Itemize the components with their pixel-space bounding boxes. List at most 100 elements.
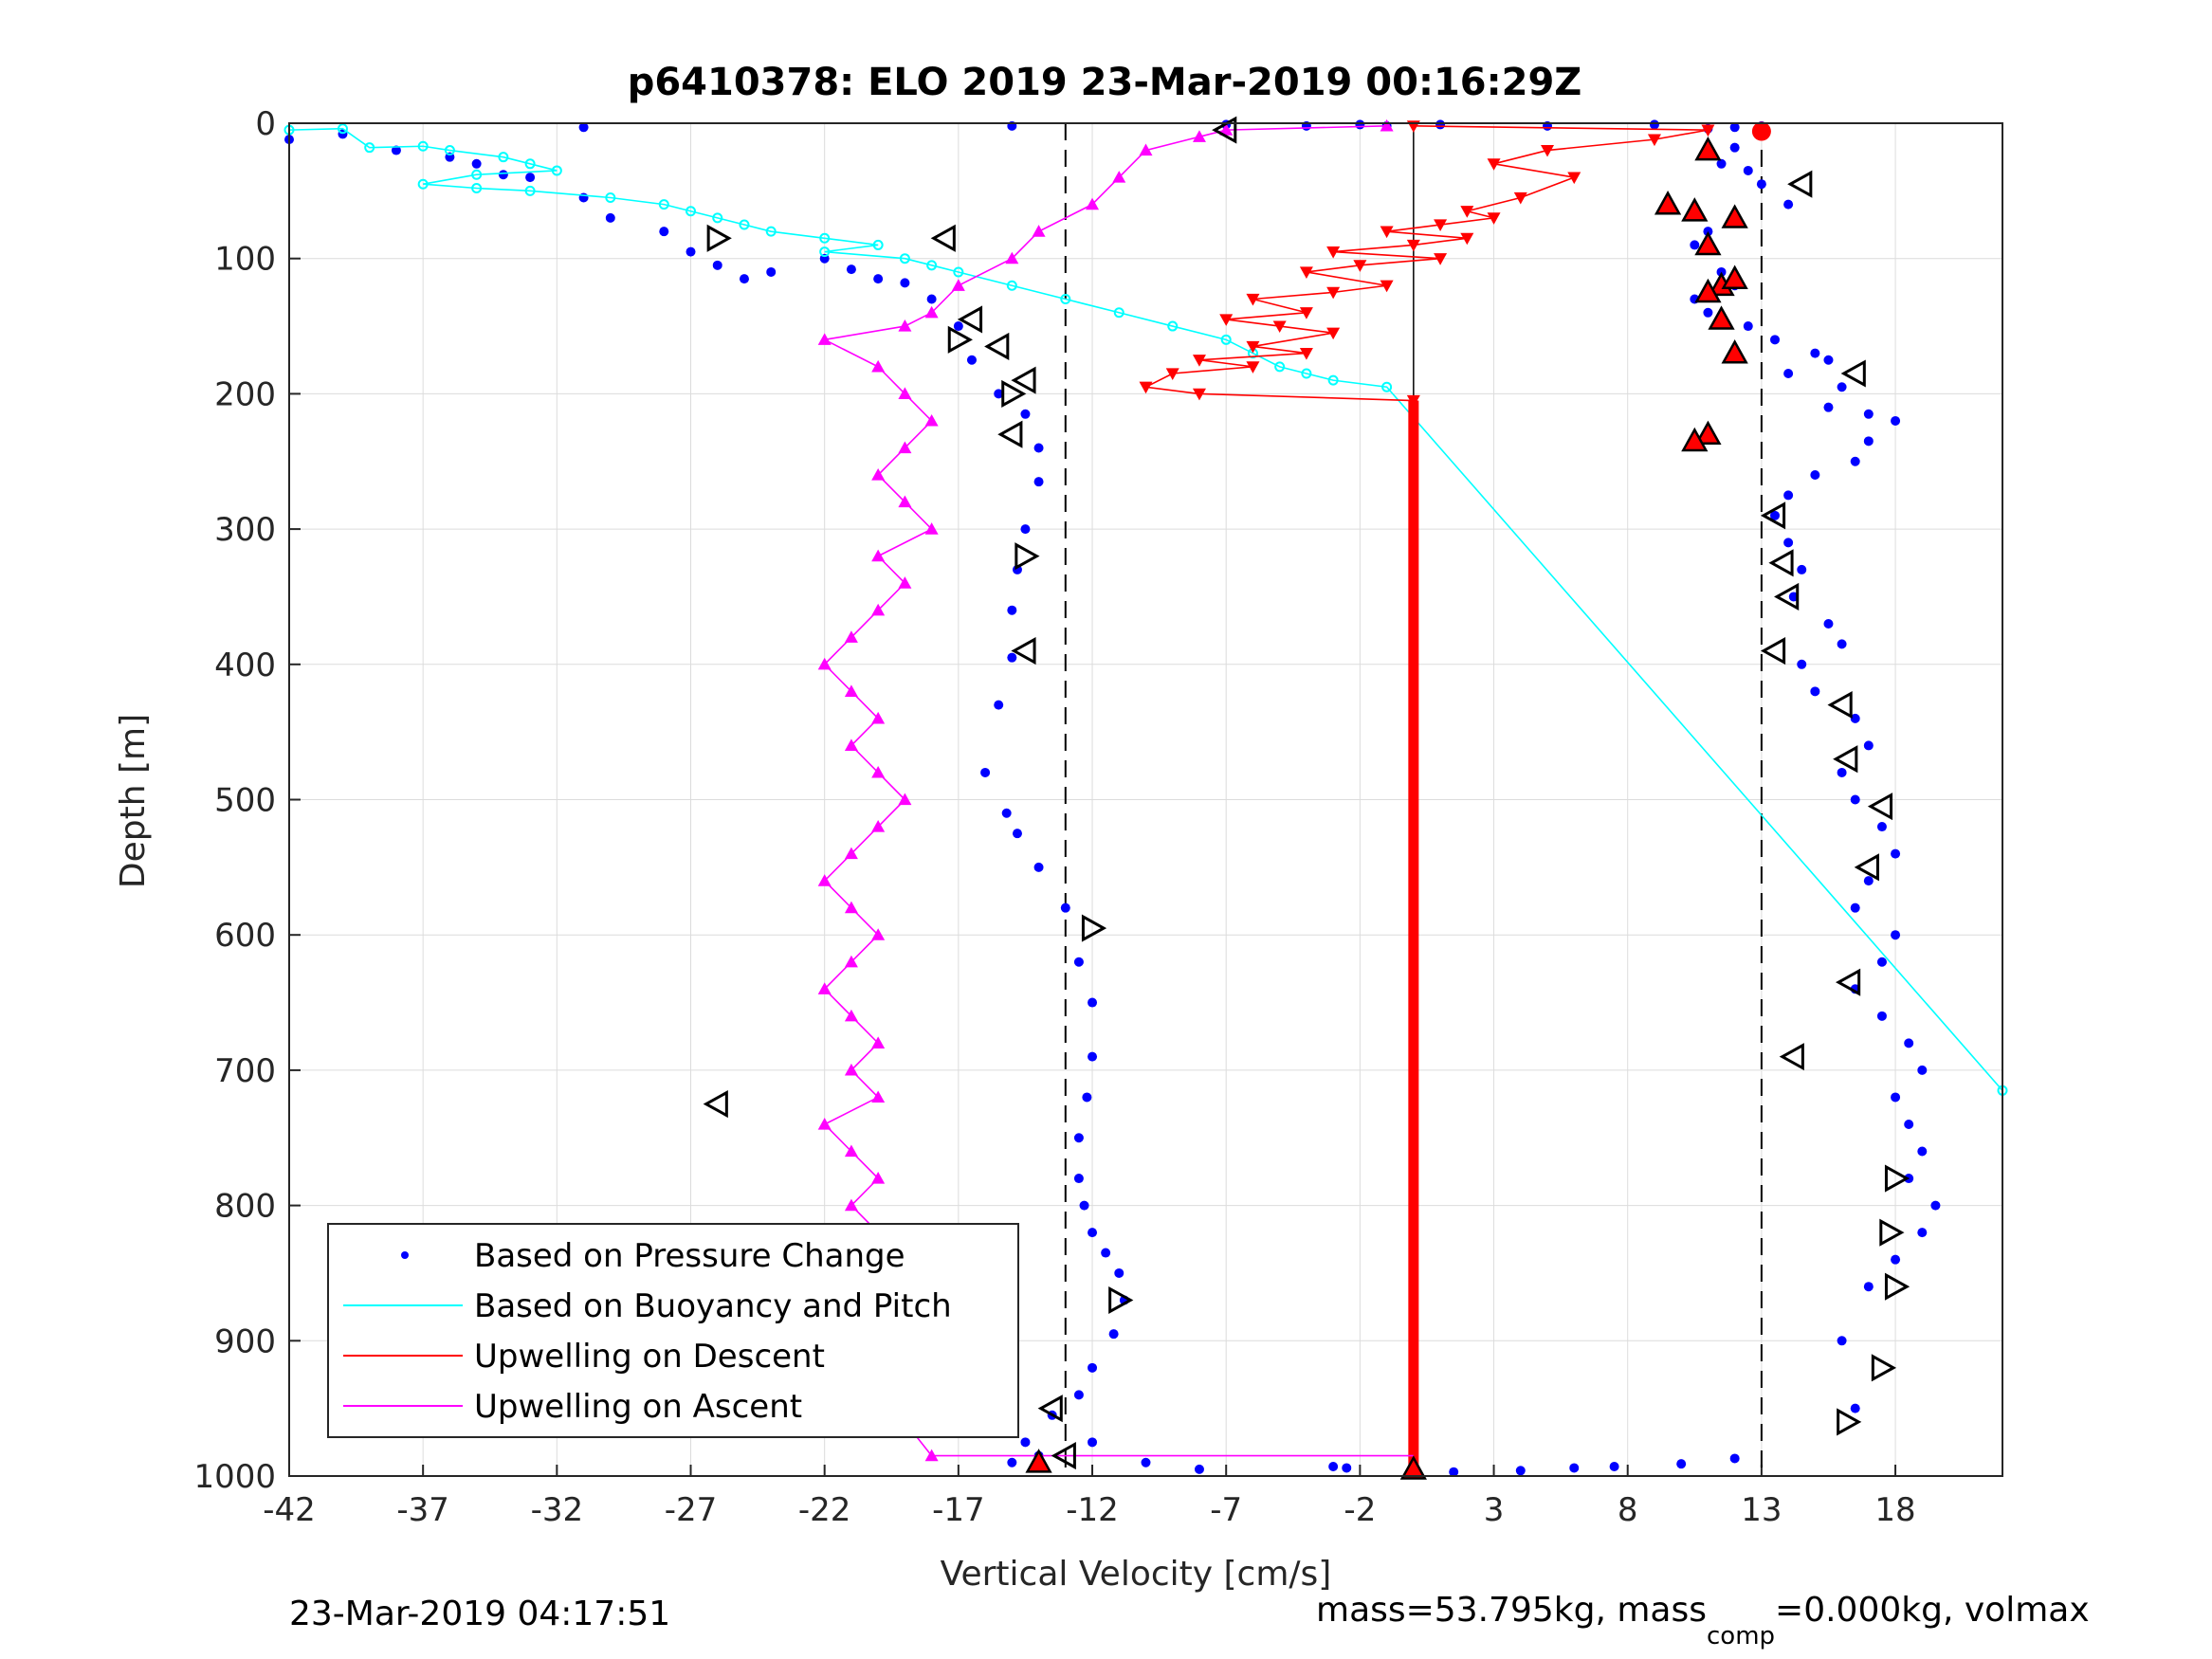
series-based-on-buoyancy-and-pitch-point bbox=[605, 191, 616, 203]
series-upwelling-on-ascent-point bbox=[898, 387, 912, 399]
series-based-on-pressure-change-point bbox=[1033, 862, 1044, 872]
series-upwelling-on-ascent-point bbox=[871, 359, 886, 373]
open-triangle-left-marker bbox=[1774, 582, 1800, 611]
series-based-on-pressure-change-point bbox=[846, 264, 856, 275]
y-tick-label: 100 bbox=[214, 241, 276, 279]
series-based-on-pressure-change-point bbox=[1007, 605, 1017, 615]
series-based-on-pressure-change-point bbox=[1891, 1254, 1901, 1265]
x-tick-label: -22 bbox=[798, 1491, 851, 1529]
open-triangle-right-marker bbox=[1108, 1285, 1134, 1315]
series-upwelling-on-ascent-point bbox=[844, 1009, 858, 1022]
legend-label-descent: Upwelling on Descent bbox=[474, 1338, 825, 1376]
series-based-on-buoyancy-and-pitch-point bbox=[1301, 368, 1312, 379]
open-triangle-left-marker bbox=[1779, 1043, 1804, 1071]
series-upwelling-on-ascent-point bbox=[844, 955, 858, 968]
filled-red-triangle-marker bbox=[1399, 1455, 1427, 1480]
open-triangle-left-marker bbox=[1011, 366, 1036, 394]
series-based-on-buoyancy-and-pitch-point bbox=[364, 142, 375, 154]
filled-red-triangle-marker bbox=[1708, 305, 1735, 330]
series-based-on-pressure-change-point bbox=[1001, 808, 1012, 818]
legend-label-pressure: Based on Pressure Change bbox=[474, 1237, 905, 1275]
series-based-on-pressure-change-point bbox=[1891, 415, 1901, 426]
filled-red-triangle-marker bbox=[1721, 264, 1748, 289]
filled-red-triangle-marker bbox=[1721, 339, 1748, 364]
open-triangle-left-marker bbox=[1760, 636, 1786, 665]
series-upwelling-on-descent-point bbox=[1567, 172, 1581, 185]
y-tick-label: 1000 bbox=[193, 1458, 276, 1496]
series-based-on-pressure-change-point bbox=[1876, 822, 1887, 832]
y-tick-label: 0 bbox=[255, 105, 276, 143]
series-based-on-buoyancy-and-pitch-point bbox=[471, 169, 483, 180]
series-based-on-buoyancy-and-pitch-point bbox=[872, 239, 884, 250]
series-based-on-pressure-change-point bbox=[1194, 1464, 1204, 1474]
legend-label-ascent: Upwelling on Ascent bbox=[474, 1388, 802, 1426]
series-based-on-pressure-change-point bbox=[1797, 564, 1807, 574]
series-based-on-pressure-change-point bbox=[1649, 119, 1659, 130]
series-upwelling-on-ascent-point bbox=[844, 684, 858, 697]
open-triangle-left-marker bbox=[1854, 853, 1879, 882]
series-based-on-buoyancy-and-pitch-point bbox=[471, 182, 483, 193]
series-based-on-pressure-change-point bbox=[1007, 652, 1017, 663]
series-based-on-pressure-change-point bbox=[1823, 355, 1834, 365]
series-upwelling-on-descent-point bbox=[1487, 212, 1501, 225]
series-based-on-pressure-change-point bbox=[994, 389, 1004, 399]
filled-red-circle-marker bbox=[1751, 121, 1771, 141]
series-based-on-pressure-change-point bbox=[1033, 477, 1044, 487]
x-tick-label: 18 bbox=[1874, 1491, 1915, 1529]
y-axis-label: Depth [m] bbox=[114, 714, 153, 888]
open-triangle-left-marker bbox=[957, 305, 983, 334]
series-based-on-pressure-change-point bbox=[1729, 122, 1740, 133]
footer-mass-sub: comp bbox=[1707, 1622, 1775, 1650]
series-based-on-pressure-change-point bbox=[1797, 659, 1807, 669]
series-based-on-pressure-change-point bbox=[1079, 1200, 1089, 1211]
series-upwelling-on-descent-line bbox=[1143, 125, 1709, 402]
series-based-on-pressure-change-point bbox=[1088, 1051, 1098, 1062]
series-based-on-pressure-change-point bbox=[1783, 490, 1794, 501]
series-based-on-pressure-change-point bbox=[605, 212, 615, 223]
series-based-on-pressure-change-point bbox=[1012, 829, 1022, 839]
series-based-on-pressure-change-point bbox=[1020, 409, 1031, 419]
x-tick-label: -42 bbox=[263, 1491, 316, 1529]
series-based-on-pressure-change-point bbox=[1770, 510, 1781, 520]
filled-red-triangle-marker bbox=[1654, 191, 1682, 215]
open-triangle-left-marker bbox=[1051, 1442, 1076, 1470]
series-based-on-buoyancy-and-pitch-point bbox=[1381, 381, 1393, 392]
series-upwelling-on-descent-point bbox=[1487, 158, 1501, 171]
series-based-on-pressure-change-point bbox=[1088, 1437, 1098, 1448]
series-based-on-buoyancy-and-pitch-point bbox=[765, 226, 777, 237]
series-based-on-pressure-change-point bbox=[900, 278, 910, 288]
series-based-on-buoyancy-and-pitch-point bbox=[1220, 334, 1232, 345]
series-based-on-pressure-change-point bbox=[1073, 1174, 1084, 1184]
series-upwelling-on-ascent-point bbox=[871, 549, 886, 562]
open-triangle-left-marker bbox=[703, 1090, 728, 1119]
series-based-on-pressure-change-point bbox=[1783, 538, 1794, 548]
series-based-on-pressure-change-point bbox=[1569, 1463, 1580, 1473]
series-based-on-pressure-change-point bbox=[1020, 524, 1031, 535]
open-triangle-right-marker bbox=[1879, 1218, 1905, 1247]
series-based-on-buoyancy-and-pitch-point bbox=[712, 212, 723, 224]
series-based-on-pressure-change-point bbox=[926, 294, 937, 304]
series-based-on-buoyancy-and-pitch-point bbox=[686, 206, 697, 217]
series-upwelling-on-ascent-point bbox=[1112, 171, 1126, 183]
series-upwelling-on-descent-point bbox=[1165, 368, 1179, 380]
series-based-on-pressure-change-point bbox=[1435, 119, 1446, 130]
x-tick-label: 8 bbox=[1618, 1491, 1638, 1529]
open-triangle-right-marker bbox=[1884, 1272, 1910, 1301]
series-based-on-pressure-change-point bbox=[1114, 1267, 1124, 1278]
series-upwelling-on-ascent-point bbox=[871, 820, 886, 832]
series-upwelling-on-ascent-point bbox=[1380, 118, 1394, 132]
open-triangle-right-marker bbox=[1015, 542, 1040, 571]
series-based-on-pressure-change-point bbox=[1756, 179, 1766, 190]
series-upwelling-on-ascent-point bbox=[871, 928, 886, 940]
open-triangle-right-marker bbox=[1884, 1164, 1910, 1193]
series-based-on-buoyancy-and-pitch-point bbox=[524, 185, 536, 196]
x-tick-label: -32 bbox=[531, 1491, 584, 1529]
open-triangle-left-marker bbox=[1867, 793, 1893, 821]
open-triangle-right-marker bbox=[1837, 1408, 1862, 1436]
series-based-on-pressure-change-point bbox=[1515, 1466, 1526, 1476]
series-upwelling-on-descent-point bbox=[1647, 134, 1661, 147]
filled-red-triangle-marker bbox=[1681, 427, 1709, 452]
series-based-on-pressure-change-point bbox=[1783, 199, 1794, 210]
series-upwelling-on-ascent-point bbox=[871, 1172, 886, 1184]
